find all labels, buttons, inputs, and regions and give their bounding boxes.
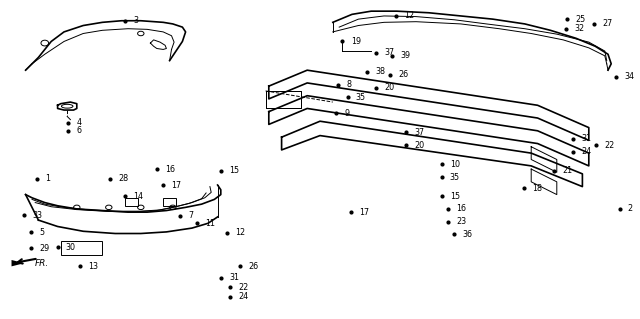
Text: 20: 20 bbox=[415, 141, 425, 150]
Text: 31: 31 bbox=[581, 134, 591, 143]
Bar bbox=[266, 91, 301, 108]
Text: 4: 4 bbox=[77, 118, 82, 127]
Text: 20: 20 bbox=[385, 83, 395, 92]
Text: 26: 26 bbox=[248, 262, 259, 271]
Text: 6: 6 bbox=[77, 126, 82, 135]
Text: 12: 12 bbox=[404, 11, 414, 20]
Text: 17: 17 bbox=[359, 208, 369, 217]
Text: 18: 18 bbox=[532, 184, 542, 193]
Text: 15: 15 bbox=[229, 166, 239, 175]
Text: 33: 33 bbox=[32, 211, 42, 220]
Text: 30: 30 bbox=[66, 243, 76, 252]
Text: 26: 26 bbox=[399, 70, 409, 79]
Text: 9: 9 bbox=[344, 109, 349, 118]
Text: 32: 32 bbox=[574, 24, 584, 33]
Bar bbox=[266, 91, 301, 108]
Text: 24: 24 bbox=[239, 292, 249, 301]
Text: 28: 28 bbox=[118, 174, 129, 183]
Text: FR.: FR. bbox=[35, 259, 49, 268]
Text: 7: 7 bbox=[189, 211, 194, 220]
Text: 14: 14 bbox=[133, 192, 143, 201]
Text: 35: 35 bbox=[450, 173, 460, 182]
Text: 22: 22 bbox=[605, 141, 615, 150]
Text: 15: 15 bbox=[450, 192, 460, 201]
Text: 5: 5 bbox=[39, 228, 44, 237]
Text: 25: 25 bbox=[575, 15, 586, 24]
Text: 39: 39 bbox=[400, 51, 410, 60]
Text: 22: 22 bbox=[239, 283, 249, 292]
Text: 34: 34 bbox=[624, 72, 634, 81]
Text: 1: 1 bbox=[45, 174, 51, 183]
Text: 16: 16 bbox=[165, 165, 175, 174]
Text: 8: 8 bbox=[346, 80, 351, 89]
Text: 38: 38 bbox=[375, 67, 385, 76]
Text: 37: 37 bbox=[385, 48, 395, 57]
Text: 19: 19 bbox=[351, 37, 361, 46]
Text: 16: 16 bbox=[456, 204, 467, 213]
Text: 27: 27 bbox=[602, 19, 612, 28]
Text: 17: 17 bbox=[172, 181, 182, 189]
Text: 10: 10 bbox=[450, 160, 460, 169]
Text: 29: 29 bbox=[39, 244, 49, 253]
Text: 2: 2 bbox=[628, 204, 633, 213]
Text: 24: 24 bbox=[581, 147, 591, 156]
Text: 31: 31 bbox=[229, 273, 239, 282]
Bar bbox=[163, 198, 176, 206]
Bar bbox=[61, 241, 102, 255]
Text: 35: 35 bbox=[356, 93, 366, 102]
Text: 21: 21 bbox=[562, 166, 572, 175]
Bar bbox=[125, 198, 138, 206]
Text: 11: 11 bbox=[205, 219, 216, 228]
Text: 37: 37 bbox=[415, 128, 425, 137]
Text: 3: 3 bbox=[133, 16, 138, 25]
Text: 23: 23 bbox=[456, 217, 467, 226]
Polygon shape bbox=[12, 260, 24, 266]
Text: 12: 12 bbox=[236, 228, 246, 237]
Text: 13: 13 bbox=[88, 262, 99, 271]
Text: 36: 36 bbox=[463, 230, 473, 239]
